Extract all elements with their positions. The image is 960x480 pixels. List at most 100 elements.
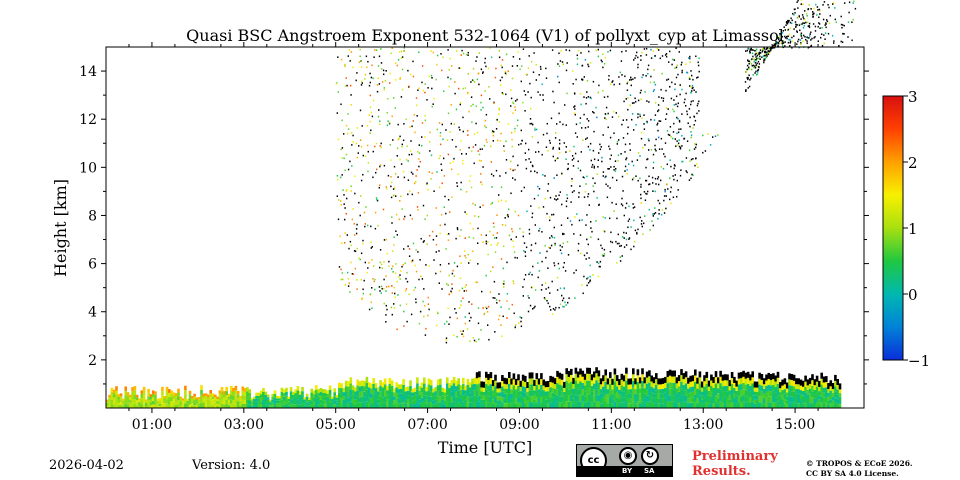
nodata-cell — [744, 372, 748, 379]
signal-point — [573, 190, 575, 192]
signal-point — [459, 235, 461, 237]
signal-point — [472, 79, 474, 82]
aerosol-cell — [303, 397, 307, 400]
signal-point — [566, 92, 568, 95]
aerosol-cell — [560, 402, 564, 408]
signal-point — [351, 131, 353, 134]
signal-point — [394, 296, 396, 299]
signal-point — [586, 118, 588, 120]
aerosol-cell — [795, 398, 798, 404]
signal-point — [383, 89, 385, 91]
aerosol-cell — [696, 398, 699, 404]
aerosol-cell — [834, 397, 837, 403]
aerosol-cell — [790, 396, 794, 403]
aerosol-column — [308, 397, 311, 408]
signal-point — [399, 304, 401, 307]
signal-point — [345, 124, 348, 127]
signal-point — [685, 105, 687, 107]
aerosol-cell — [698, 401, 702, 408]
aerosol-cell — [769, 391, 773, 397]
signal-point — [345, 212, 347, 215]
signal-point — [652, 167, 654, 169]
aerosol-cell — [482, 395, 486, 400]
signal-point — [795, 23, 797, 26]
signal-point — [793, 8, 796, 11]
signal-point — [412, 173, 414, 175]
signal-point — [416, 169, 418, 171]
aerosol-cell — [728, 390, 732, 395]
aerosol-cell — [519, 399, 523, 404]
aerosol-cell — [158, 398, 162, 400]
signal-point — [501, 335, 503, 337]
aerosol-cell — [294, 393, 297, 397]
signal-point — [810, 31, 812, 34]
signal-point — [400, 50, 403, 53]
aerosol-column — [131, 387, 134, 408]
aerosol-cell — [406, 403, 410, 408]
signal-point — [447, 76, 449, 79]
aerosol-cell — [485, 395, 488, 402]
signal-point — [573, 145, 575, 148]
signal-point — [745, 50, 747, 52]
signal-point — [763, 47, 765, 50]
aerosol-cell — [705, 389, 709, 396]
signal-point — [408, 153, 410, 156]
aerosol-cell — [441, 399, 444, 404]
aerosol-cell — [273, 390, 277, 394]
aerosol-cell — [393, 404, 396, 408]
signal-point — [752, 64, 755, 67]
signal-point — [365, 206, 367, 208]
signal-point — [587, 63, 589, 66]
aerosol-cell — [439, 378, 442, 385]
aerosol-cell — [815, 402, 819, 408]
aerosol-column — [338, 382, 341, 408]
signal-point — [514, 326, 516, 328]
signal-point — [704, 150, 707, 152]
aerosol-cell — [478, 395, 481, 402]
signal-point — [502, 282, 504, 285]
aerosol-column — [501, 375, 504, 408]
signal-point — [411, 125, 413, 128]
aerosol-column — [119, 393, 123, 408]
aerosol-column — [691, 375, 695, 408]
signal-point — [449, 162, 452, 164]
signal-point — [404, 262, 406, 265]
signal-point — [676, 105, 679, 108]
aerosol-cell — [457, 384, 460, 391]
signal-point — [757, 69, 760, 71]
aerosol-cell — [397, 403, 401, 408]
aerosol-cell — [742, 383, 745, 390]
signal-point — [477, 307, 480, 309]
signal-point — [467, 134, 469, 136]
aerosol-cell — [496, 396, 500, 401]
nodata-cell — [671, 370, 674, 377]
aerosol-column — [250, 398, 254, 408]
signal-point — [767, 53, 770, 56]
signal-point — [570, 185, 573, 187]
signal-point — [695, 55, 697, 58]
aerosol-cell — [227, 399, 231, 403]
signal-point — [530, 244, 533, 246]
signal-point — [432, 103, 434, 105]
aerosol-cell — [333, 392, 336, 397]
nodata-cell — [836, 379, 839, 385]
aerosol-cell — [154, 404, 157, 408]
aerosol-cell — [216, 405, 219, 408]
signal-point — [549, 196, 552, 199]
signal-point — [665, 55, 668, 58]
aerosol-column — [129, 394, 132, 408]
signal-point — [583, 177, 585, 179]
signal-point — [460, 262, 462, 264]
aerosol-cell — [379, 396, 382, 403]
signal-point — [464, 87, 467, 89]
aerosol-column — [537, 378, 541, 408]
aerosol-cell — [622, 386, 626, 392]
nodata-cell — [503, 377, 506, 384]
signal-point — [835, 21, 837, 23]
signal-point — [626, 82, 628, 85]
aerosol-cell — [820, 396, 823, 403]
aerosol-cell — [728, 403, 732, 408]
aerosol-column — [707, 380, 711, 408]
signal-point — [618, 83, 621, 85]
